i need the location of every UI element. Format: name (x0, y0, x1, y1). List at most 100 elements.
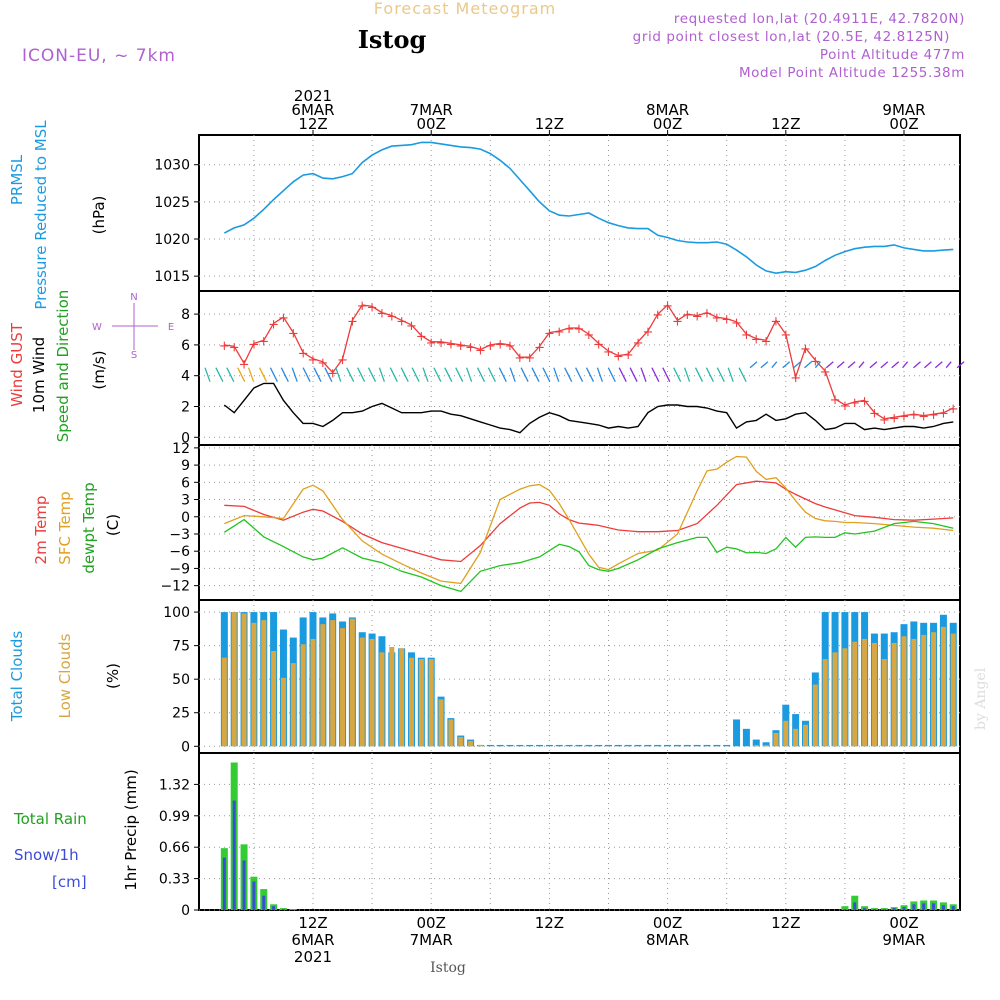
y-tick-label: 8 (181, 307, 190, 323)
bar-low-clouds (349, 618, 355, 747)
gust-marker: + (495, 337, 506, 352)
wind-arrow-icon (237, 367, 246, 382)
gust-marker: + (475, 344, 486, 359)
time-label-bottom: 8MAR (646, 931, 689, 949)
time-label-top: 00Z (417, 115, 446, 133)
bar-low-clouds (468, 740, 474, 747)
wind-arrow-icon (520, 367, 529, 382)
wind-arrow-icon (804, 361, 812, 369)
axis-label-low-clouds: Low Clouds (56, 633, 74, 718)
gust-marker: + (633, 336, 644, 351)
gust-marker: + (780, 328, 791, 343)
wind-arrow-icon (793, 361, 802, 369)
time-label-top: 12Z (535, 115, 564, 133)
time-label-bottom: 9MAR (882, 931, 925, 949)
wind-arrow-icon (618, 367, 627, 382)
wind-arrow-icon (934, 361, 943, 369)
legend-cm: [cm] (52, 873, 87, 891)
wind-arrow-icon (923, 361, 932, 369)
gust-marker: + (288, 327, 299, 342)
wind-arrow-icon (509, 367, 516, 382)
gust-marker: + (337, 353, 348, 368)
bar-total-clouds (634, 744, 642, 747)
bar-low-clouds (448, 719, 454, 747)
axis-label-sfc: SFC Temp (56, 491, 74, 564)
bar-low-clouds (399, 648, 405, 747)
wind-arrow-icon (269, 367, 278, 382)
gust-marker: + (908, 408, 919, 423)
panel-4: 0 0.33 0.66 0.99 1.32 (159, 752, 961, 919)
gust-marker: + (682, 308, 693, 323)
bar-low-clouds (803, 724, 808, 747)
compass-w: W (92, 322, 102, 333)
bar-rain (289, 909, 297, 910)
series-line-dewpt (223, 518, 954, 593)
gust-marker: + (899, 410, 910, 425)
wind-arrow-icon (400, 367, 409, 382)
axis-label-pressure: Pressure Reduced to MSL (32, 120, 50, 310)
bar-total-clouds (752, 739, 760, 747)
y-tick-label: 100 (163, 605, 190, 621)
gust-marker: + (327, 367, 338, 382)
wind-arrow-icon (444, 367, 453, 382)
wind-arrow-icon (891, 361, 900, 369)
gust-marker: + (711, 311, 722, 326)
gust-marker: + (386, 310, 397, 325)
gust-marker: + (623, 348, 634, 363)
gust-marker: + (613, 350, 624, 365)
wind-arrow-icon (858, 361, 865, 369)
wind-arrow-icon (716, 367, 725, 382)
axis-label-ms: (m/s) (90, 350, 108, 389)
time-label-bottom: 12Z (771, 914, 800, 932)
axis-label-t2m: 2m Temp (32, 496, 50, 565)
wind-arrow-icon (640, 367, 647, 382)
time-label-bottom: 6MAR (291, 931, 334, 949)
compass-icon: W E S N (92, 292, 174, 361)
bar-snow (892, 908, 896, 910)
time-label-bottom: 7MAR (410, 931, 453, 949)
bar-total-clouds (703, 744, 711, 747)
wind-arrow-icon (357, 367, 366, 382)
wind-arrow-icon (836, 361, 845, 369)
bar-low-clouds (221, 657, 227, 747)
wind-arrow-icon (291, 367, 298, 382)
bar-low-clouds (290, 663, 296, 747)
y-tick-label: 1025 (154, 195, 190, 211)
chart-top-title: Forecast Meteogram (374, 0, 556, 18)
gust-marker: + (642, 325, 653, 340)
info-requested: requested lon,lat (20.4911E, 42.7820N) (674, 11, 965, 27)
series-line-prmsl (223, 141, 954, 275)
gust-marker: + (889, 411, 900, 426)
time-label-bottom: 00Z (889, 914, 918, 932)
bar-low-clouds (300, 644, 306, 747)
bar-snow (941, 905, 945, 910)
time-label-bottom: 12Z (298, 914, 327, 932)
bar-total-clouds (605, 744, 612, 747)
wind-arrow-icon (465, 367, 473, 382)
wind-arrow-icon (694, 367, 704, 382)
time-label-top: 8MAR (646, 101, 689, 119)
bar-snow (882, 909, 886, 910)
bar-low-clouds (251, 622, 257, 747)
series-line-sfc (224, 455, 954, 585)
y-tick-label: 50 (172, 672, 190, 688)
y-tick-label: 0 (181, 510, 190, 526)
bar-total-clouds (683, 744, 691, 747)
gust-marker: + (741, 328, 752, 343)
model-label: ICON-EU, ~ 7km (22, 46, 176, 66)
gust-marker: + (268, 317, 279, 332)
bar-total-clouds (624, 744, 632, 747)
gust-marker: + (485, 339, 496, 354)
gust-marker: + (534, 340, 545, 355)
time-label-top: 12Z (771, 115, 800, 133)
series-line-t2m (224, 480, 954, 563)
bar-total-clouds (595, 744, 603, 747)
gust-marker: + (376, 307, 387, 322)
y-tick-label: 12 (172, 441, 190, 457)
bar-low-clouds (753, 744, 759, 747)
bar-total-clouds (545, 744, 553, 747)
bar-low-clouds (458, 736, 464, 747)
bar-snow (262, 895, 266, 910)
bar-low-clouds (862, 638, 868, 747)
bar-snow (912, 904, 916, 910)
